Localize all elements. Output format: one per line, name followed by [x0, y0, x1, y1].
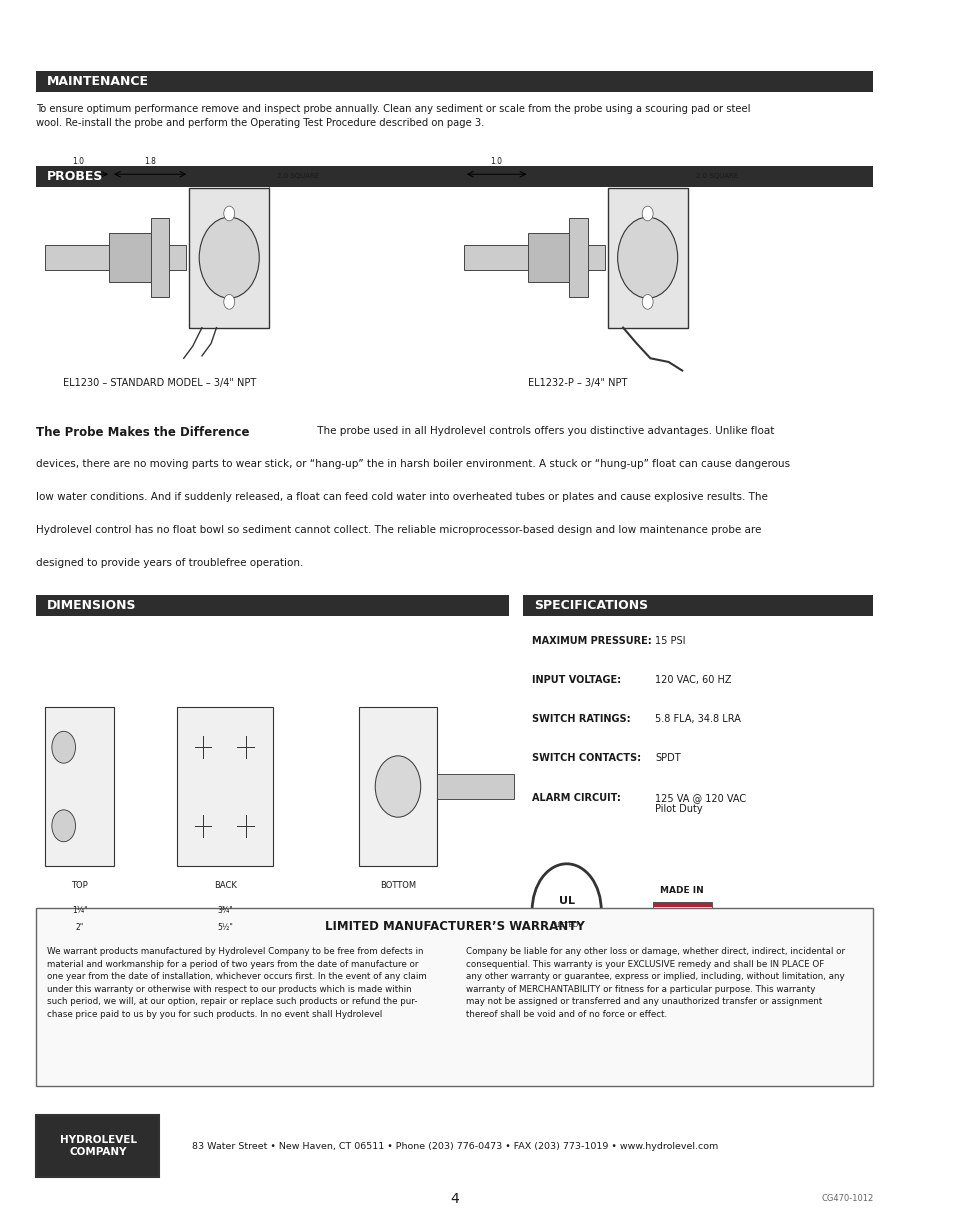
- Text: Company be liable for any other loss or damage, whether direct, indirect, incide: Company be liable for any other loss or …: [465, 947, 844, 1018]
- Bar: [569, 218, 587, 297]
- Text: 2.0 SQUARE: 2.0 SQUARE: [277, 173, 319, 179]
- Text: CG470-1012: CG470-1012: [821, 1194, 872, 1204]
- Text: DIMENSIONS: DIMENSIONS: [48, 599, 136, 612]
- Bar: [652, 951, 711, 956]
- Bar: [652, 921, 711, 926]
- Bar: [177, 707, 273, 866]
- FancyBboxPatch shape: [36, 595, 509, 616]
- Text: 2.0 SQUARE: 2.0 SQUARE: [695, 173, 738, 179]
- Text: SPDT: SPDT: [655, 753, 679, 763]
- Circle shape: [532, 864, 600, 957]
- FancyBboxPatch shape: [36, 908, 872, 1086]
- Text: designed to provide years of troublefree operation.: designed to provide years of troublefree…: [36, 558, 303, 568]
- Bar: [652, 907, 711, 912]
- Bar: [652, 936, 711, 941]
- Text: 4: 4: [450, 1191, 458, 1206]
- FancyBboxPatch shape: [36, 1115, 159, 1177]
- Circle shape: [224, 294, 234, 309]
- Text: SWITCH CONTACTS:: SWITCH CONTACTS:: [532, 753, 640, 763]
- Text: SWITCH RATINGS:: SWITCH RATINGS:: [532, 714, 630, 724]
- Circle shape: [375, 756, 420, 817]
- Text: 120 VAC, 60 HZ: 120 VAC, 60 HZ: [655, 675, 731, 685]
- Bar: [46, 707, 113, 866]
- Bar: [463, 245, 604, 270]
- Bar: [652, 956, 711, 961]
- Text: 3¾": 3¾": [217, 906, 233, 915]
- Bar: [652, 926, 711, 931]
- Text: LIMITED MANUFACTURER’S WARRANTY: LIMITED MANUFACTURER’S WARRANTY: [325, 920, 584, 934]
- Text: HYDROLEVEL
COMPANY: HYDROLEVEL COMPANY: [60, 1135, 136, 1157]
- Text: LISTED: LISTED: [554, 923, 578, 928]
- Bar: [652, 961, 711, 966]
- Text: 5½": 5½": [217, 923, 233, 933]
- Bar: [652, 912, 711, 917]
- FancyBboxPatch shape: [36, 71, 872, 92]
- Bar: [46, 245, 186, 270]
- Bar: [652, 941, 711, 946]
- Text: EL1230 – STANDARD MODEL – 3/4" NPT: EL1230 – STANDARD MODEL – 3/4" NPT: [63, 378, 255, 388]
- Text: BACK: BACK: [213, 881, 236, 891]
- Text: low water conditions. And if suddenly released, a float can feed cold water into: low water conditions. And if suddenly re…: [36, 492, 767, 502]
- Text: 1.0: 1.0: [72, 157, 84, 167]
- Bar: [436, 774, 514, 799]
- Bar: [652, 917, 711, 921]
- Circle shape: [641, 294, 653, 309]
- Text: SPECIFICATIONS: SPECIFICATIONS: [534, 599, 647, 612]
- Text: To ensure optimum performance remove and inspect probe annually. Clean any sedim: To ensure optimum performance remove and…: [36, 104, 750, 129]
- Text: BOTTOM: BOTTOM: [379, 881, 416, 891]
- Text: 1.0: 1.0: [490, 157, 502, 167]
- Bar: [652, 931, 711, 936]
- FancyBboxPatch shape: [36, 166, 872, 187]
- Text: ALARM CIRCUIT:: ALARM CIRCUIT:: [532, 793, 620, 802]
- Text: MADE IN: MADE IN: [659, 886, 703, 896]
- Bar: [652, 902, 711, 907]
- Text: MAINTENANCE: MAINTENANCE: [48, 75, 150, 88]
- Bar: [109, 233, 152, 282]
- Text: UL: UL: [558, 896, 574, 906]
- Text: PROBES: PROBES: [48, 169, 104, 183]
- Text: The Probe Makes the Difference: The Probe Makes the Difference: [36, 426, 250, 439]
- Text: 83 Water Street • New Haven, CT 06511 • Phone (203) 776-0473 • FAX (203) 773-101: 83 Water Street • New Haven, CT 06511 • …: [192, 1141, 718, 1151]
- Circle shape: [617, 217, 677, 298]
- Circle shape: [224, 206, 234, 221]
- Text: devices, there are no moving parts to wear stick, or “hang-up” the in harsh boil: devices, there are no moving parts to we…: [36, 459, 790, 469]
- Bar: [359, 707, 436, 866]
- Text: The probe used in all Hydrolevel controls offers you distinctive advantages. Unl: The probe used in all Hydrolevel control…: [314, 426, 774, 436]
- Text: We warrant products manufactured by Hydrolevel Company to be free from defects i: We warrant products manufactured by Hydr…: [48, 947, 427, 1018]
- Bar: [527, 233, 571, 282]
- Text: 125 VA @ 120 VAC
Pilot Duty: 125 VA @ 120 VAC Pilot Duty: [655, 793, 745, 815]
- Bar: [652, 946, 711, 951]
- Circle shape: [51, 810, 75, 842]
- Circle shape: [51, 731, 75, 763]
- Bar: [189, 188, 269, 328]
- Text: 1.8: 1.8: [144, 157, 156, 167]
- Text: 2": 2": [75, 923, 84, 933]
- FancyBboxPatch shape: [522, 595, 872, 616]
- Bar: [607, 188, 687, 328]
- Text: INPUT VOLTAGE:: INPUT VOLTAGE:: [532, 675, 620, 685]
- Circle shape: [641, 206, 653, 221]
- Text: 1¼": 1¼": [71, 906, 88, 915]
- Text: EL1232-P – 3/4" NPT: EL1232-P – 3/4" NPT: [527, 378, 627, 388]
- Circle shape: [199, 217, 259, 298]
- Bar: [652, 902, 711, 966]
- Bar: [151, 218, 169, 297]
- Text: 15 PSI: 15 PSI: [655, 636, 684, 645]
- Text: Hydrolevel control has no float bowl so sediment cannot collect. The reliable mi: Hydrolevel control has no float bowl so …: [36, 525, 760, 535]
- Text: TOP: TOP: [71, 881, 88, 891]
- Text: 5.8 FLA, 34.8 LRA: 5.8 FLA, 34.8 LRA: [655, 714, 740, 724]
- Text: MAXIMUM PRESSURE:: MAXIMUM PRESSURE:: [532, 636, 651, 645]
